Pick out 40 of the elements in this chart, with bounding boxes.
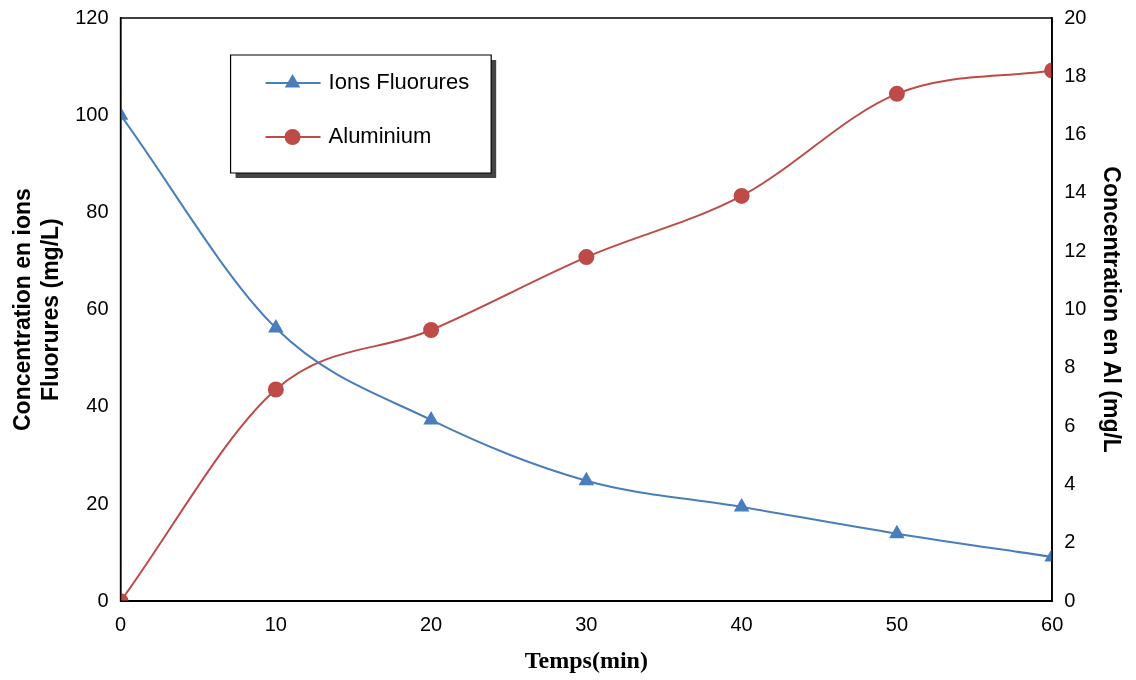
x-axis-title: Temps(min) [524, 646, 648, 673]
y2-tick-label: 4 [1064, 472, 1076, 495]
y2-tick-label: 14 [1064, 180, 1087, 203]
legend-label: Ions Fluorures [328, 69, 470, 95]
point [578, 249, 595, 266]
point [424, 411, 439, 425]
x-tick-label: 50 [885, 612, 909, 635]
point [888, 85, 905, 102]
y2-tick-label: 12 [1064, 238, 1087, 261]
x-tick-label: 40 [730, 612, 753, 635]
point [734, 498, 749, 512]
point [267, 381, 284, 398]
x-tick-label: 30 [575, 612, 598, 635]
y2-tick-label: 2 [1064, 530, 1076, 553]
point [733, 187, 750, 204]
y-tick-label: 0 [97, 588, 109, 611]
y2-tick-label: 18 [1064, 63, 1087, 86]
y-tick-label: 80 [86, 199, 109, 222]
y-tick-label: 60 [86, 297, 109, 320]
y-tick-label: 40 [86, 394, 109, 417]
y-axis-title: Concentration en ions Fluorures (mg/L) [9, 188, 63, 431]
x-tick-label: 20 [419, 612, 443, 635]
y2-tick-label: 10 [1064, 297, 1087, 320]
x-tick-label: 0 [115, 612, 127, 635]
y-tick-label: 120 [75, 5, 109, 28]
y2-tick-label: 16 [1064, 122, 1087, 145]
point [423, 322, 440, 339]
point [889, 525, 904, 539]
y2-tick-label: 0 [1064, 588, 1076, 611]
legend-label: Aluminium [328, 123, 432, 149]
y2-tick-label: 20 [1064, 5, 1087, 28]
point [579, 472, 594, 486]
y-tick-label: 100 [75, 102, 109, 125]
y2-axis-title: Concentration en Al (mg/L [1098, 166, 1125, 453]
y-tick-label: 20 [86, 491, 109, 514]
x-tick-label: 60 [1041, 612, 1064, 635]
y2-tick-label: 8 [1064, 355, 1076, 378]
x-tick-label: 10 [264, 612, 287, 635]
y2-tick-label: 6 [1064, 413, 1076, 436]
point [268, 320, 283, 333]
